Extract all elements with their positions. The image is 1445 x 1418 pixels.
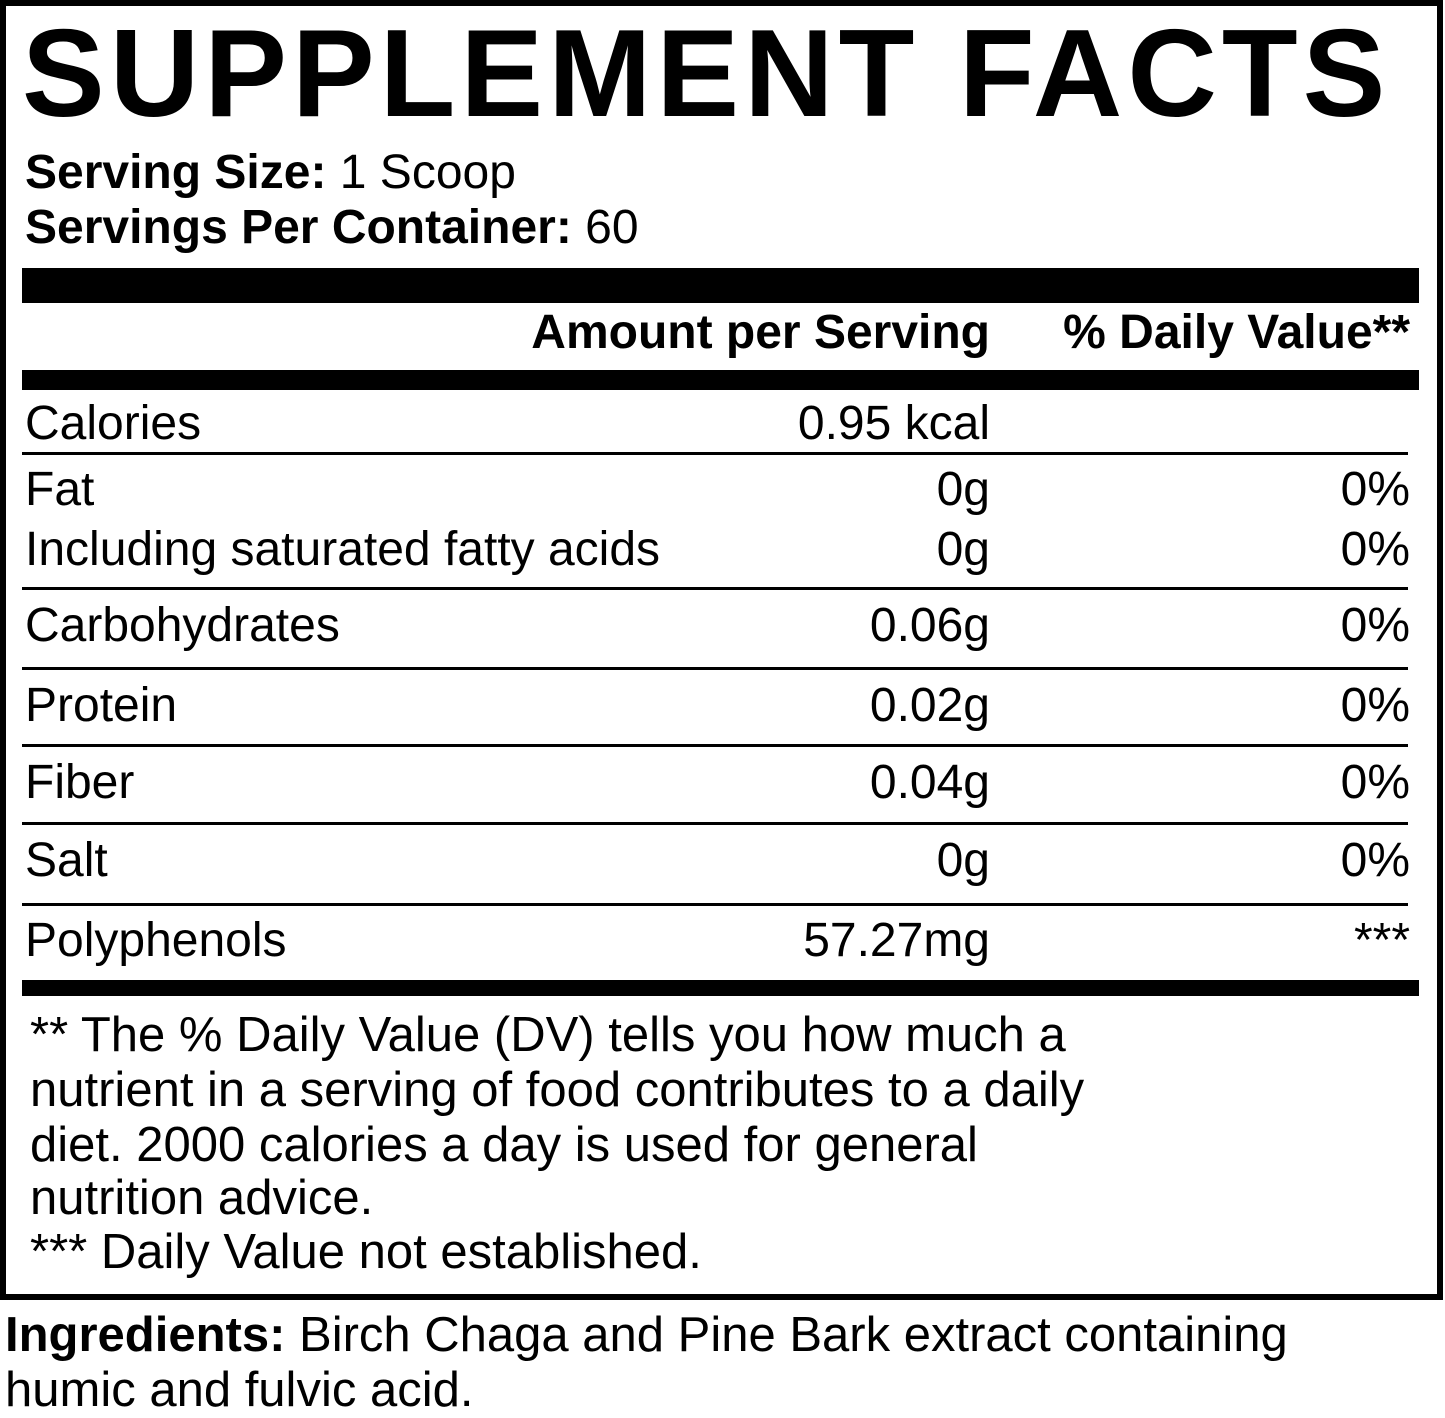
row-fiber-dv: 0% xyxy=(1340,756,1410,809)
row-fat-dv: 0% xyxy=(1340,463,1410,516)
row-divider xyxy=(22,822,1408,825)
row-salt-label: Salt xyxy=(25,834,108,887)
ingredients-line: Ingredients: Birch Chaga and Pine Bark e… xyxy=(5,1311,1288,1360)
row-fat-amount: 0g xyxy=(936,463,990,516)
serving-size: Serving Size: 1 Scoop xyxy=(25,149,516,197)
row-salt-dv: 0% xyxy=(1340,834,1410,887)
thick-divider xyxy=(22,268,1419,303)
row-carbohydrates-label: Carbohydrates xyxy=(25,599,340,652)
footnote-line: *** Daily Value not established. xyxy=(30,1225,702,1279)
row-carbohydrates-dv: 0% xyxy=(1340,599,1410,652)
ingredients-line-2: humic and fulvic acid. xyxy=(5,1363,474,1417)
ingredients-label: Ingredients: xyxy=(5,1308,286,1362)
row-divider xyxy=(22,903,1408,906)
row-polyphenols-amount: 57.27mg xyxy=(803,914,990,967)
row-protein-amount: 0.02g xyxy=(869,679,990,732)
row-calories-amount: 0.95 kcal xyxy=(797,397,990,450)
row-polyphenols-label: Polyphenols xyxy=(25,914,287,967)
servings-per-container-label: Servings Per Container: xyxy=(25,201,572,254)
thick-divider xyxy=(22,980,1419,996)
row-protein-label: Protein xyxy=(25,679,178,732)
servings-per-container: Servings Per Container: 60 xyxy=(25,204,639,252)
row-divider xyxy=(22,452,1408,455)
servings-per-container-value: 60 xyxy=(571,201,639,254)
footnote-line: nutrient in a serving of food contribute… xyxy=(30,1063,1085,1117)
footnote-line: nutrition advice. xyxy=(30,1171,374,1225)
row-divider xyxy=(22,744,1408,747)
serving-size-value: 1 Scoop xyxy=(326,146,516,199)
row-salt-amount: 0g xyxy=(936,834,990,887)
row-fiber-amount: 0.04g xyxy=(869,756,990,809)
daily-value-header: % Daily Value** xyxy=(1063,306,1410,359)
panel-title: SUPPLEMENT FACTS xyxy=(22,5,1391,143)
row-divider xyxy=(22,587,1408,590)
ingredients-text: Birch Chaga and Pine Bark extract contai… xyxy=(285,1308,1288,1362)
footnote-line: ** The % Daily Value (DV) tells you how … xyxy=(30,1008,1066,1062)
row-polyphenols-dv: *** xyxy=(1353,914,1410,967)
amount-header: Amount per Serving xyxy=(531,306,990,359)
row-saturated-dv: 0% xyxy=(1340,523,1410,576)
row-saturated-amount: 0g xyxy=(936,523,990,576)
row-saturated-label: Including saturated fatty acids xyxy=(25,523,661,576)
row-fat-label: Fat xyxy=(25,463,95,516)
thick-divider xyxy=(22,370,1419,390)
row-carbohydrates-amount: 0.06g xyxy=(869,599,990,652)
supplement-facts-panel xyxy=(0,0,1443,1300)
row-calories-label: Calories xyxy=(25,397,202,450)
row-divider xyxy=(22,667,1408,670)
row-fiber-label: Fiber xyxy=(25,756,135,809)
row-protein-dv: 0% xyxy=(1340,679,1410,732)
footnote-line: diet. 2000 calories a day is used for ge… xyxy=(30,1118,978,1172)
serving-size-label: Serving Size: xyxy=(25,146,327,199)
